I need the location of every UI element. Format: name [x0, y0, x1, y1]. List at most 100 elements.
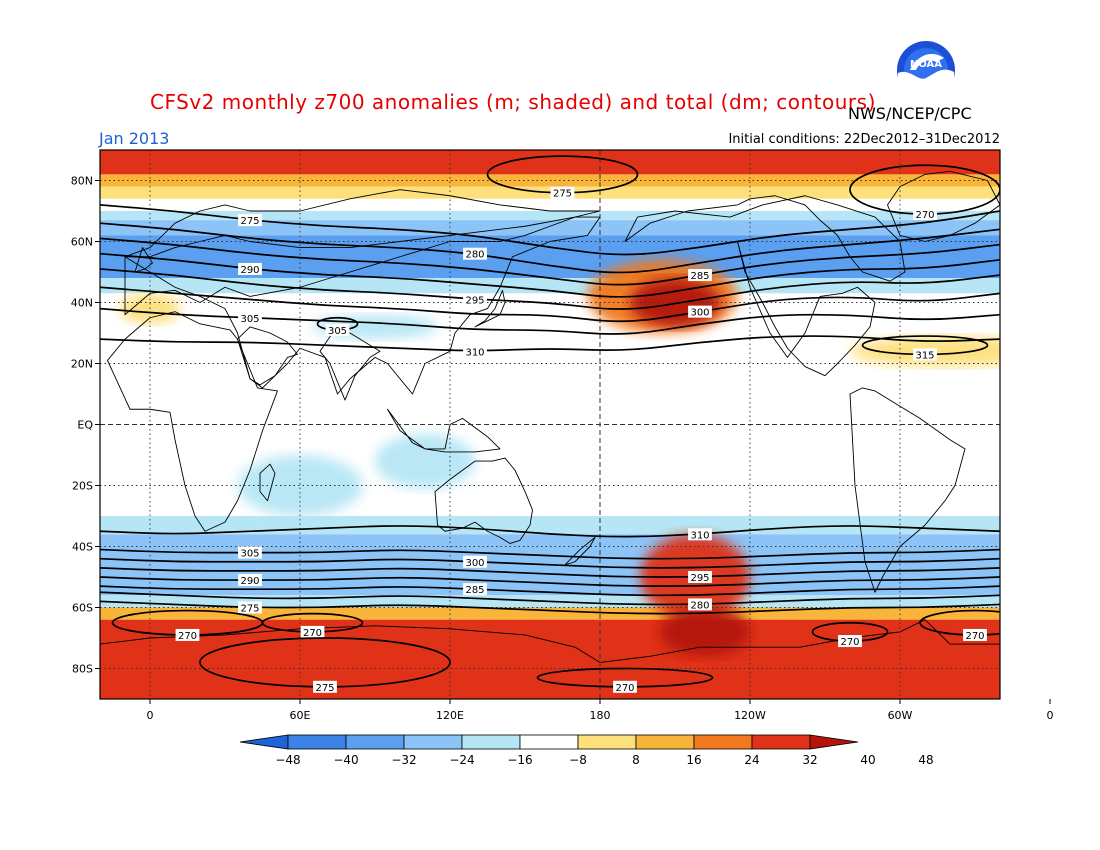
- y-tick-label: EQ: [77, 419, 93, 432]
- contour-label: 285: [688, 269, 712, 282]
- contour-label: 315: [913, 348, 937, 361]
- contour-label: 310: [463, 345, 487, 358]
- contour-label: 270: [175, 628, 200, 642]
- contour-label-text: 290: [240, 265, 259, 276]
- colorbar-box: [403, 734, 463, 750]
- contour-line: [100, 585, 1000, 597]
- anomaly-band: [100, 211, 1000, 221]
- contour-line: [100, 576, 1000, 588]
- contour-label: 275: [550, 186, 575, 200]
- contour-label: 275: [238, 214, 262, 227]
- anomaly-band: [100, 293, 1000, 516]
- month-label: Jan 2013: [99, 129, 170, 148]
- coastline-japan: [474, 289, 506, 328]
- contour-label-text: 270: [615, 683, 634, 694]
- anomaly-blob: [660, 607, 750, 657]
- contour-label-box: [913, 348, 937, 361]
- anomaly-band: [100, 150, 1000, 175]
- contour-line: [100, 557, 1000, 569]
- contour-label-box: [175, 628, 200, 641]
- contour-label-box: [238, 311, 262, 324]
- contour-label-box: [463, 345, 487, 358]
- colorbar-box: [519, 734, 579, 750]
- contour-label-box: [325, 323, 350, 336]
- contour-label: 305: [238, 311, 262, 325]
- colorbar-label: 40: [860, 753, 875, 767]
- contour-label-text: 285: [690, 271, 709, 282]
- colorbar-label: −8: [569, 753, 587, 767]
- colorbar-label: 16: [686, 753, 701, 767]
- contour-label-box: [688, 598, 712, 611]
- anomaly-blob: [375, 433, 475, 489]
- y-tick-label: 80S: [72, 663, 93, 676]
- contour-label: 310: [688, 528, 712, 541]
- colorbar-box: [461, 734, 521, 750]
- contour-label-text: 270: [965, 631, 984, 642]
- contour-label-text: 275: [240, 216, 259, 227]
- contour-label: 280: [463, 247, 487, 261]
- contour-label: 295: [463, 293, 487, 306]
- contour-line: [100, 252, 1000, 298]
- contour-label-text: 270: [915, 210, 934, 221]
- colorbar-label: 24: [744, 753, 759, 767]
- contour-label-text: 285: [465, 585, 484, 596]
- chart-title: CFSv2 monthly z700 anomalies (m; shaded)…: [150, 90, 876, 114]
- contour-label-text: 305: [240, 314, 259, 325]
- contour-label-box: [463, 583, 487, 596]
- coastline-north-america-south: [737, 241, 876, 377]
- contour-label-text: 295: [465, 295, 484, 306]
- coastline-africa: [107, 311, 278, 532]
- anomaly-blob: [237, 455, 363, 516]
- anomaly-band: [100, 516, 1000, 535]
- contour-line: [100, 600, 1000, 615]
- coastline-north-america: [624, 195, 906, 282]
- contour-label-text: 300: [690, 308, 709, 319]
- axes: 0 60E 120E 180 120W 60W 0 80N 60N 40N 20N EQ 20S 40S 6…: [71, 175, 1054, 723]
- contour-label: 270: [963, 628, 987, 642]
- x-tick-label: 0: [1047, 709, 1054, 722]
- coastline-new-zealand: [564, 536, 596, 566]
- contour-label-text: 270: [303, 628, 322, 639]
- contour-label-box: [688, 571, 712, 583]
- x-tick-label: 180: [590, 709, 611, 722]
- colorbar-box: [345, 734, 405, 750]
- contour-label-box: [238, 262, 262, 275]
- contour-label-text: 305: [328, 326, 347, 337]
- contour-line: [100, 268, 1000, 310]
- contour-label-box: [238, 574, 262, 587]
- contour-label: 290: [238, 262, 262, 276]
- contour-label: 275: [313, 680, 337, 694]
- contour-label-text: 305: [240, 549, 259, 560]
- x-tick-label: 120W: [734, 709, 766, 722]
- contour-label: 270: [913, 208, 937, 221]
- contour-label: 290: [238, 574, 262, 587]
- contour-label-text: 280: [690, 600, 709, 611]
- colorbar-box: [577, 734, 637, 750]
- contour-label-box: [313, 680, 337, 693]
- coastline-arabia: [237, 326, 298, 386]
- contour-label-box: [838, 635, 862, 648]
- colorbar-label: −40: [333, 753, 358, 767]
- contour-label: 270: [613, 680, 637, 694]
- contour-label-box: [963, 628, 987, 641]
- y-tick-label: 40S: [72, 541, 93, 554]
- contour-label-text: 270: [840, 637, 859, 648]
- x-tick-label: 120E: [436, 709, 464, 722]
- contour-label-text: 315: [915, 350, 934, 361]
- contour-label-box: [550, 186, 575, 199]
- x-tick-label: 0: [147, 709, 154, 722]
- contour-label-box: [463, 555, 487, 568]
- y-tick-label: 60S: [72, 602, 93, 615]
- contour-label-box: [688, 305, 712, 318]
- coastlines: [100, 170, 1000, 699]
- coastline-uk: [134, 247, 153, 273]
- contour-label-text: 310: [465, 347, 484, 358]
- colorbar-arrow-low: [239, 734, 289, 750]
- contour-line: [100, 286, 1000, 323]
- contour-line: [100, 222, 1000, 274]
- contour-label-text: 270: [178, 631, 197, 642]
- contour-label-box: [238, 601, 262, 614]
- contour-label-box: [238, 214, 262, 227]
- contour-label-box: [238, 546, 262, 559]
